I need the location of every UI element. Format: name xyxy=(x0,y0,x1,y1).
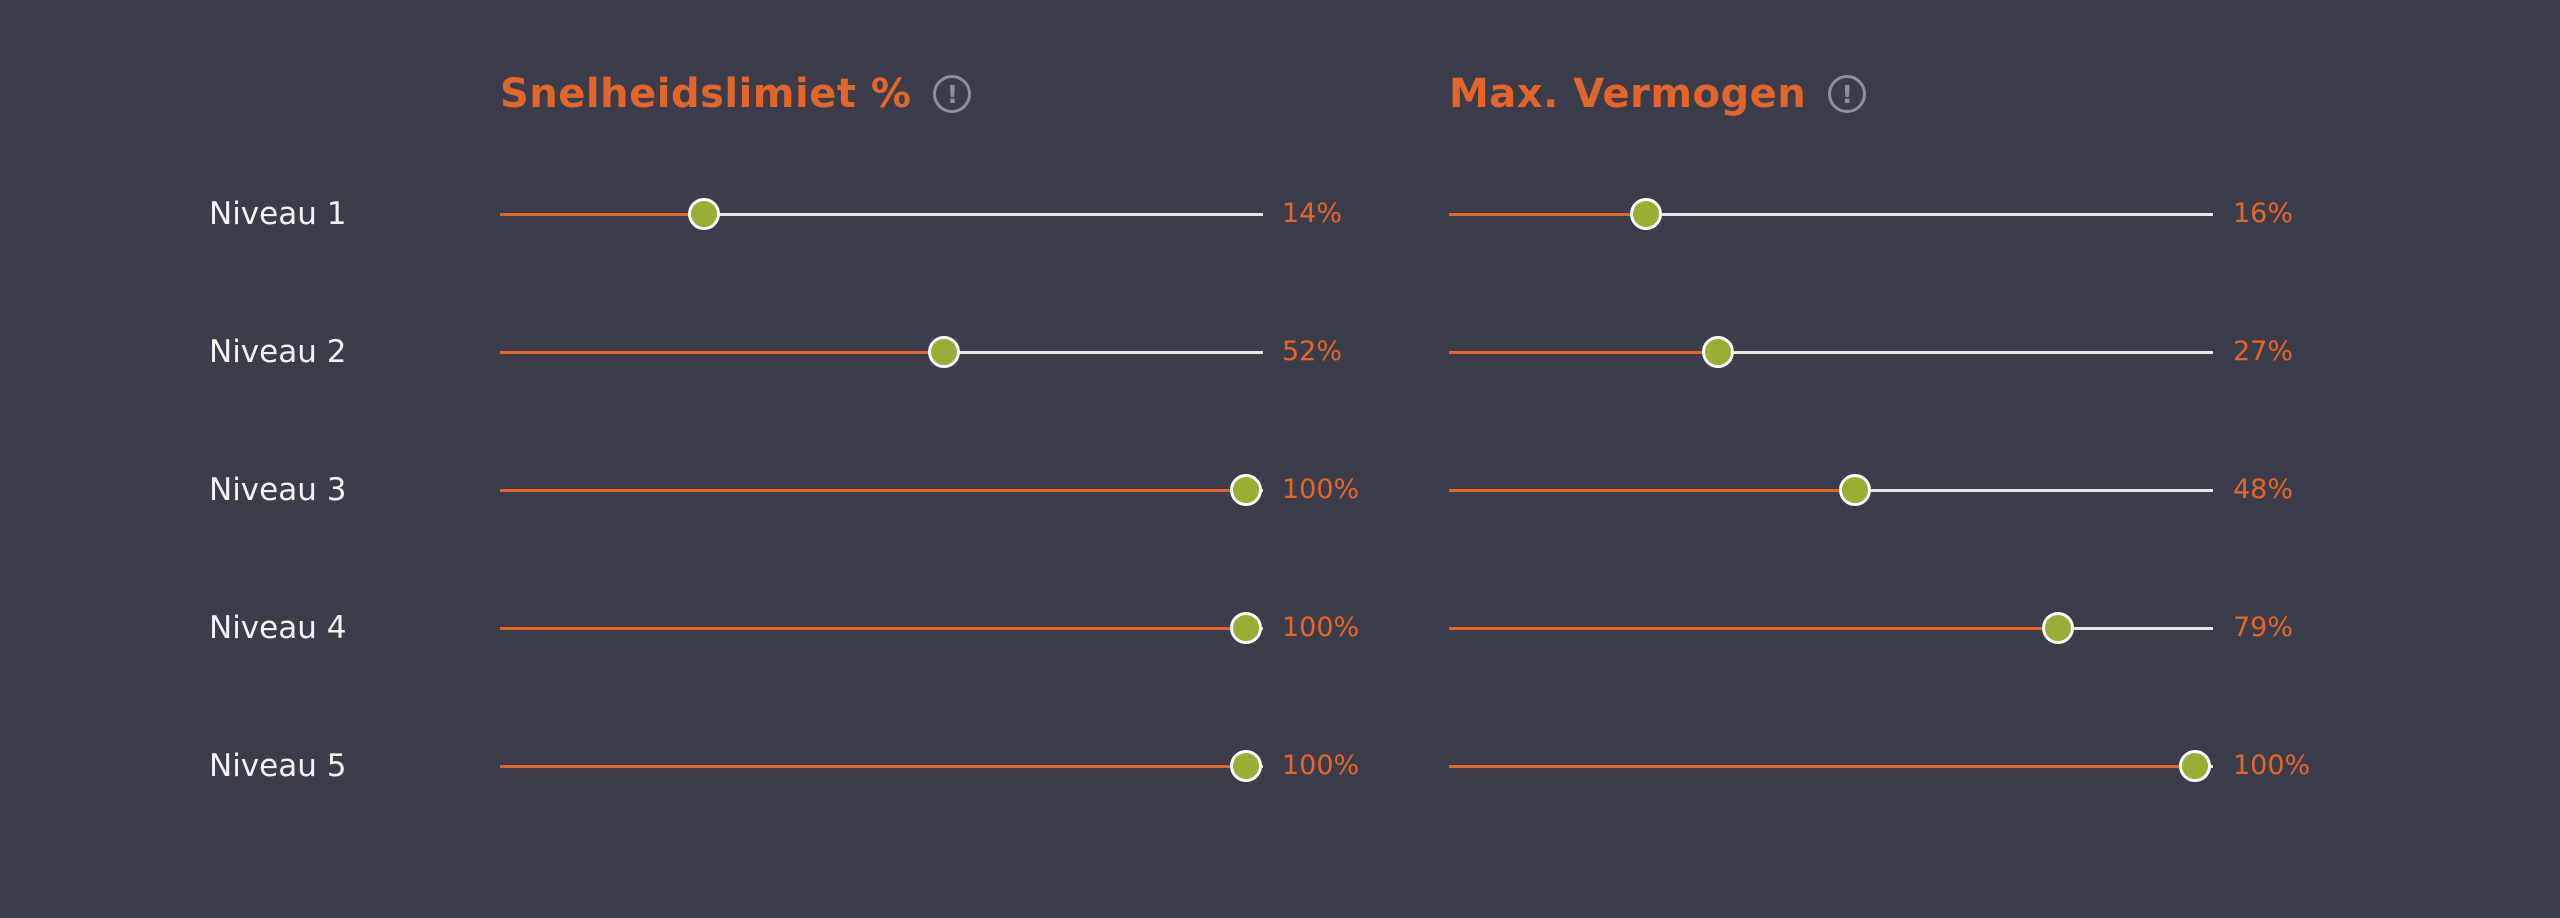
slider-fill xyxy=(500,351,944,354)
max-power-slider-level-3[interactable] xyxy=(1449,470,2213,510)
slider-fill xyxy=(500,489,1246,492)
level-label: Niveau 1 xyxy=(209,196,347,232)
slider-fill xyxy=(1449,351,1718,354)
speed-limit-slider-level-5[interactable] xyxy=(500,746,1263,786)
slider-value: 27% xyxy=(2233,336,2294,367)
column-header-speed-limit: Snelheidslimiet %! xyxy=(500,66,972,122)
slider-value: 100% xyxy=(2233,750,2311,781)
slider-value: 100% xyxy=(1282,750,1360,781)
max-power-slider-level-2[interactable] xyxy=(1449,332,2213,372)
column-title: Snelheidslimiet % xyxy=(500,71,912,117)
slider-fill xyxy=(1449,765,2195,768)
slider-fill xyxy=(500,627,1246,630)
slider-thumb[interactable] xyxy=(688,198,721,230)
info-icon[interactable]: ! xyxy=(1828,75,1867,113)
column-header-max-power: Max. Vermogen! xyxy=(1449,66,1867,122)
slider-thumb[interactable] xyxy=(1230,612,1262,644)
speed-limit-slider-level-3[interactable] xyxy=(500,470,1263,510)
slider-value: 100% xyxy=(1282,474,1360,505)
level-label: Niveau 4 xyxy=(209,610,347,646)
level-label: Niveau 3 xyxy=(209,472,347,508)
slider-track xyxy=(500,213,1263,216)
slider-track xyxy=(1449,213,2213,216)
slider-thumb[interactable] xyxy=(1629,198,1662,230)
slider-value: 100% xyxy=(1282,612,1360,643)
slider-value: 48% xyxy=(2233,474,2294,505)
level-label: Niveau 5 xyxy=(209,748,347,784)
max-power-slider-level-1[interactable] xyxy=(1449,194,2213,234)
speed-limit-slider-level-1[interactable] xyxy=(500,194,1263,234)
slider-fill xyxy=(500,765,1246,768)
slider-track xyxy=(1449,351,2213,354)
speed-limit-slider-level-2[interactable] xyxy=(500,332,1263,372)
slider-value: 79% xyxy=(2233,612,2294,643)
slider-thumb[interactable] xyxy=(1701,336,1734,368)
max-power-slider-level-4[interactable] xyxy=(1449,608,2213,648)
slider-fill xyxy=(1449,213,1646,216)
slider-fill xyxy=(500,213,705,216)
slider-value: 16% xyxy=(2233,198,2294,229)
max-power-slider-level-5[interactable] xyxy=(1449,746,2213,786)
slider-value: 14% xyxy=(1282,198,1343,229)
slider-fill xyxy=(1449,627,2058,630)
slider-thumb[interactable] xyxy=(2179,750,2211,782)
slider-thumb[interactable] xyxy=(1838,474,1871,506)
slider-thumb[interactable] xyxy=(2041,612,2074,644)
slider-value: 52% xyxy=(1282,336,1343,367)
speed-limit-slider-level-4[interactable] xyxy=(500,608,1263,648)
column-title: Max. Vermogen xyxy=(1449,71,1807,117)
info-icon[interactable]: ! xyxy=(933,75,972,113)
slider-fill xyxy=(1449,489,1855,492)
level-label: Niveau 2 xyxy=(209,334,347,370)
slider-thumb[interactable] xyxy=(927,336,960,368)
slider-thumb[interactable] xyxy=(1230,474,1262,506)
slider-thumb[interactable] xyxy=(1230,750,1262,782)
